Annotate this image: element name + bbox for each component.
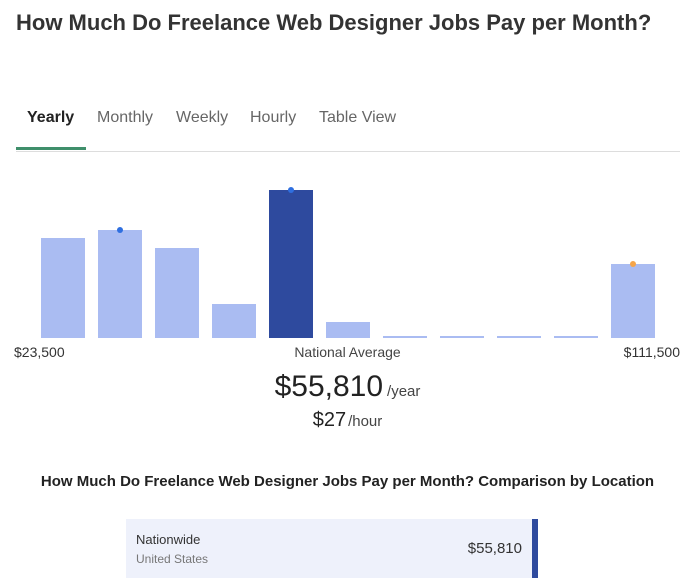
- hourly-salary: $27/hour: [0, 409, 695, 432]
- tab-weekly[interactable]: Weekly: [176, 109, 229, 126]
- salary-distribution-chart: [0, 160, 700, 360]
- salary-bar-8: [440, 336, 484, 338]
- salary-bar-6: [326, 322, 370, 338]
- salary-bar-1: [41, 238, 85, 338]
- salary-bar-3: [155, 248, 199, 338]
- hourly-salary-unit: /hour: [348, 413, 383, 430]
- salary-bar-5: [269, 190, 313, 338]
- yearly-salary-unit: /year: [387, 383, 421, 400]
- range-max-label: $111,500: [623, 344, 680, 360]
- salary-bar-7: [383, 336, 427, 338]
- salary-bar-9: [497, 336, 541, 338]
- tab-monthly[interactable]: Monthly: [97, 109, 154, 126]
- pay-period-tabs: Yearly Monthly Weekly Hourly Table View: [16, 98, 680, 152]
- salary-bar-10: [554, 336, 598, 338]
- bar-marker-2: [117, 227, 123, 233]
- yearly-salary: $55,810/year: [0, 370, 695, 404]
- tab-yearly[interactable]: Yearly: [27, 109, 75, 126]
- bar-marker-5: [288, 187, 294, 193]
- national-average-label: National Average: [294, 344, 401, 360]
- location-country: United States: [136, 552, 209, 566]
- location-name: Nationwide: [136, 532, 201, 547]
- yearly-salary-value: $55,810: [274, 370, 384, 403]
- location-salary-value: $55,810: [467, 540, 522, 557]
- tab-hourly[interactable]: Hourly: [250, 109, 297, 126]
- bar-marker-11: [630, 261, 636, 267]
- salary-bar-4: [212, 304, 256, 338]
- tab-table-view[interactable]: Table View: [319, 109, 397, 126]
- hourly-salary-value: $27: [312, 409, 347, 431]
- salary-bars: [41, 187, 655, 338]
- salary-bar-2: [98, 230, 142, 338]
- comparison-title: How Much Do Freelance Web Designer Jobs …: [40, 473, 655, 490]
- page-title: How Much Do Freelance Web Designer Jobs …: [16, 10, 652, 35]
- active-tab-indicator: [16, 147, 86, 150]
- range-min-label: $23,500: [14, 344, 65, 360]
- salary-bar-11: [611, 264, 655, 338]
- location-row-nationwide[interactable]: Nationwide United States $55,810: [126, 519, 538, 578]
